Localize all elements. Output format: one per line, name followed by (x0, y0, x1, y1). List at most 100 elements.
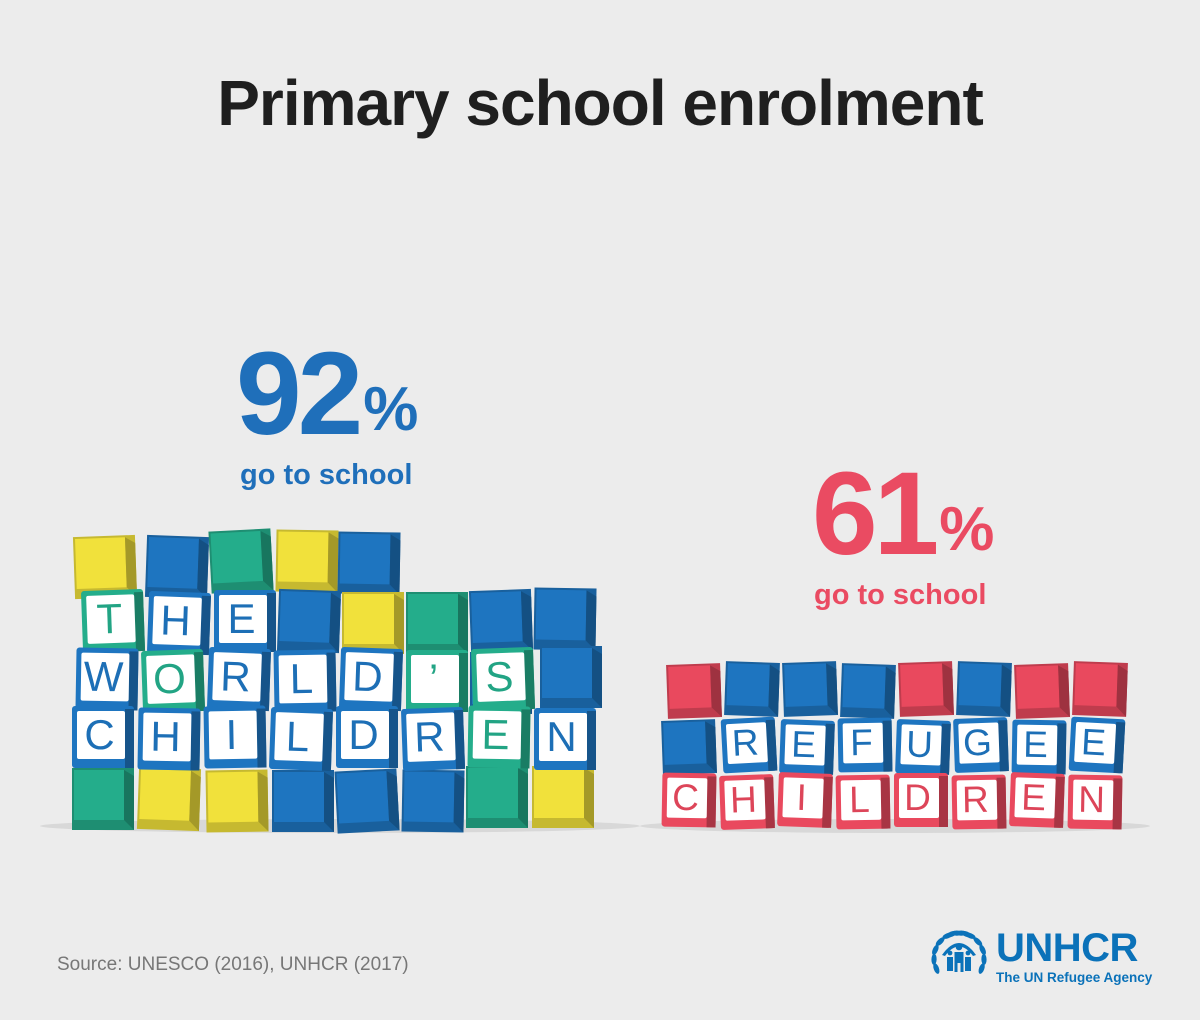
svg-text:G: G (962, 722, 992, 764)
block-cube (144, 534, 210, 600)
block-cube (666, 663, 722, 719)
letter-block: L (273, 649, 337, 713)
refugee-children-stat: 61 % go to school (812, 455, 994, 612)
letter-block: I (777, 772, 833, 828)
block-cube (898, 661, 954, 717)
letter-block: C (72, 706, 134, 768)
letter-block: N (1067, 774, 1123, 830)
block-cube (956, 661, 1012, 717)
letter-block: L (835, 774, 891, 830)
unhcr-tagline: The UN Refugee Agency (996, 969, 1153, 985)
svg-text:E: E (791, 723, 817, 765)
letter-block: E (467, 705, 531, 769)
world-percentage-value: 92 (236, 328, 363, 460)
letter-block: E (1011, 719, 1067, 775)
block-cube (782, 661, 838, 717)
svg-text:L: L (285, 712, 310, 760)
letter-block: N (534, 708, 596, 770)
block-cube (661, 719, 717, 775)
block-cube (540, 646, 602, 708)
block-cube (406, 592, 468, 654)
block-cube (1072, 661, 1128, 717)
svg-text:D: D (904, 777, 931, 818)
svg-text:D: D (352, 652, 384, 700)
svg-text:R: R (731, 722, 760, 764)
unhcr-emblem-icon (931, 930, 987, 974)
world-children-blocks: T H EW O R L D’ SC H I L D R E N (72, 528, 602, 834)
letter-block: R (720, 716, 778, 774)
svg-text:L: L (849, 779, 870, 820)
block-cube (468, 588, 534, 654)
svg-text:R: R (413, 713, 445, 761)
svg-text:H: H (150, 713, 181, 761)
svg-text:R: R (220, 652, 252, 700)
svg-text:E: E (1021, 776, 1047, 818)
svg-text:N: N (546, 713, 576, 760)
svg-text:L: L (289, 655, 313, 702)
letter-block: I (203, 705, 267, 769)
letter-block: C (661, 772, 717, 828)
letter-block: D (339, 647, 403, 712)
svg-text:R: R (962, 779, 989, 820)
letter-block: F (837, 717, 893, 773)
svg-text:I: I (225, 711, 237, 758)
svg-text:W: W (83, 653, 124, 701)
svg-text:H: H (160, 596, 192, 644)
block-cube (276, 588, 342, 654)
svg-text:U: U (906, 723, 934, 765)
letter-block: L (269, 707, 333, 772)
letter-block: H (137, 707, 201, 771)
block-cube (136, 766, 202, 832)
block-cube (533, 587, 597, 651)
svg-text:E: E (1023, 724, 1048, 765)
letter-block: G (953, 717, 1009, 773)
letter-block: U (895, 719, 951, 775)
block-cube (840, 663, 896, 719)
svg-text:H: H (729, 779, 757, 821)
letter-block: R (401, 707, 466, 771)
refugee-percent-sign: % (939, 495, 995, 564)
unhcr-logo: UNHCR The UN Refugee Agency (928, 925, 1152, 987)
svg-text:T: T (96, 595, 123, 643)
letter-block: O (141, 649, 206, 713)
svg-text:F: F (850, 722, 873, 763)
block-cube (342, 592, 404, 654)
world-children-stat: 92 % go to school (236, 335, 418, 492)
letter-block: R (207, 647, 271, 712)
letter-block: E (214, 590, 276, 652)
refugee-caption: go to school (814, 579, 987, 611)
block-cube (1014, 663, 1070, 719)
block-cube (724, 661, 780, 717)
letter-block: H (719, 774, 775, 830)
svg-text:S: S (485, 653, 515, 701)
unhcr-name: UNHCR (996, 925, 1138, 970)
letter-block: E (1068, 716, 1126, 774)
block-cube (532, 766, 594, 828)
page-title: Primary school enrolment (217, 67, 984, 139)
block-cube (72, 768, 134, 830)
block-cube (275, 529, 339, 593)
svg-text:N: N (1078, 779, 1105, 820)
svg-text:C: C (672, 777, 699, 818)
letter-block: T (81, 589, 146, 653)
world-percent-sign: % (363, 375, 419, 444)
block-cube (334, 768, 400, 834)
letter-block: ’ (406, 650, 468, 712)
source-note: Source: UNESCO (2016), UNHCR (2017) (57, 954, 409, 975)
refugee-percentage-value: 61 (812, 448, 939, 580)
svg-text:I: I (796, 777, 808, 818)
svg-text:C: C (84, 711, 114, 758)
letter-block: R (951, 774, 1007, 830)
block-cube (72, 534, 138, 600)
svg-text:E: E (481, 711, 510, 758)
svg-text:E: E (1080, 721, 1107, 763)
block-cube (205, 769, 269, 833)
svg-text:D: D (348, 711, 378, 758)
block-cube (466, 766, 528, 828)
letter-block: S (471, 647, 536, 711)
block-cube (337, 531, 401, 595)
block-cube (272, 770, 334, 832)
world-caption: go to school (240, 459, 413, 491)
letter-block: W (75, 647, 139, 711)
